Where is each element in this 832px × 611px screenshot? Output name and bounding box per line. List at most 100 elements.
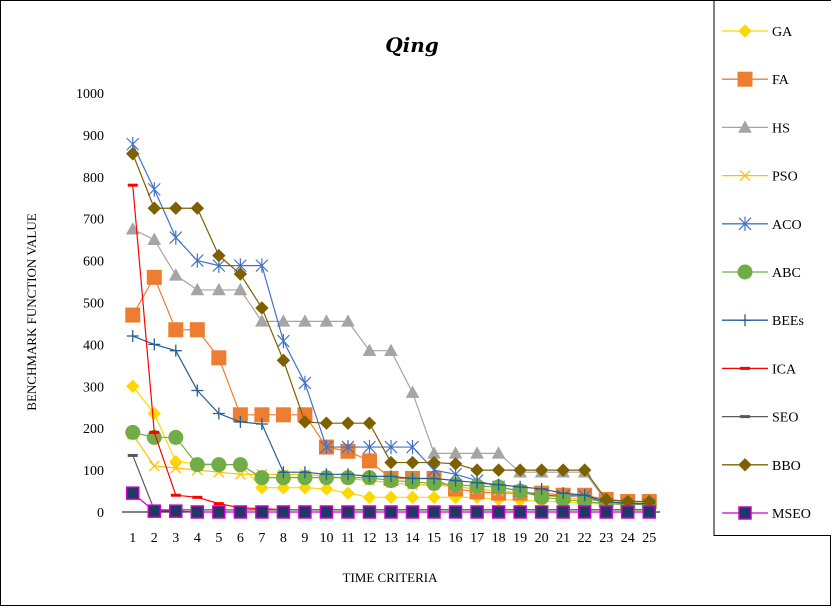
data-point xyxy=(341,314,355,327)
x-tick-label: 10 xyxy=(319,531,333,546)
data-point xyxy=(470,446,484,459)
data-point xyxy=(513,463,527,477)
data-point xyxy=(341,486,355,500)
data-point xyxy=(427,455,441,470)
data-point xyxy=(146,269,162,285)
y-tick-label: 0 xyxy=(97,506,104,521)
x-tick-label: 20 xyxy=(535,531,549,546)
data-point xyxy=(233,505,248,519)
data-point xyxy=(169,230,183,245)
series-mseo xyxy=(126,486,656,519)
y-tick-label: 100 xyxy=(83,464,104,479)
data-point xyxy=(277,466,290,479)
data-point xyxy=(514,480,527,493)
x-tick-label: 11 xyxy=(341,531,354,546)
legend-item-hs: HS xyxy=(722,120,790,136)
data-point xyxy=(491,505,506,519)
x-tick-label: 1 xyxy=(129,531,136,546)
legend-label: ABC xyxy=(772,266,801,281)
data-point xyxy=(255,301,269,315)
data-point xyxy=(211,350,227,366)
legend-label: SEO xyxy=(772,411,798,426)
data-point xyxy=(384,343,398,356)
data-point xyxy=(190,201,205,215)
x-tick-label: 22 xyxy=(578,531,592,546)
data-point xyxy=(275,407,291,423)
data-point xyxy=(738,216,752,231)
data-point xyxy=(147,182,161,197)
legend-label: ICA xyxy=(772,362,797,377)
data-point xyxy=(739,170,751,182)
series-bbo xyxy=(126,147,656,509)
data-point xyxy=(189,322,205,338)
legend-item-fa: FA xyxy=(722,71,790,88)
data-point xyxy=(232,457,248,473)
data-point xyxy=(319,482,334,496)
data-point xyxy=(427,490,441,505)
y-tick-label: 1000 xyxy=(76,87,104,102)
data-point xyxy=(212,505,226,519)
data-point xyxy=(298,480,312,495)
data-point xyxy=(211,282,226,296)
y-axis-title: BENCHMARK FUNCTION VALUE xyxy=(24,213,39,410)
data-point xyxy=(149,430,160,434)
legend-label: FA xyxy=(772,73,790,88)
data-point xyxy=(148,338,161,351)
data-point xyxy=(276,333,290,349)
data-point xyxy=(190,282,205,296)
data-point xyxy=(491,463,506,477)
x-tick-label: 6 xyxy=(237,531,244,546)
data-point xyxy=(513,505,527,519)
data-point xyxy=(148,460,160,472)
data-point xyxy=(255,418,268,431)
data-point xyxy=(740,366,750,370)
data-point xyxy=(620,505,635,519)
data-point xyxy=(147,504,162,518)
y-tick-label: 700 xyxy=(83,213,104,228)
data-point xyxy=(127,453,138,457)
data-point xyxy=(319,314,334,327)
data-point xyxy=(233,267,248,281)
data-point xyxy=(384,505,398,519)
data-point xyxy=(191,384,204,397)
data-point xyxy=(255,258,269,273)
data-point xyxy=(276,353,291,368)
data-point xyxy=(448,457,463,471)
data-point xyxy=(192,495,203,499)
data-point xyxy=(405,455,420,470)
data-point xyxy=(491,446,506,459)
x-tick-label: 24 xyxy=(621,531,635,546)
data-point xyxy=(406,439,419,455)
data-point xyxy=(341,505,355,519)
legend-item-ga: GA xyxy=(722,24,793,40)
data-point xyxy=(577,505,592,519)
data-point xyxy=(384,490,398,505)
data-point xyxy=(276,314,291,327)
x-tick-label: 7 xyxy=(258,531,265,546)
data-point xyxy=(341,416,355,430)
data-point xyxy=(255,314,269,327)
y-tick-label: 600 xyxy=(83,255,104,270)
data-point xyxy=(738,24,752,38)
data-point xyxy=(492,478,505,491)
data-point xyxy=(125,424,141,440)
data-point xyxy=(362,416,377,430)
data-point xyxy=(448,505,463,519)
x-tick-label: 13 xyxy=(384,531,398,546)
y-tick-label: 300 xyxy=(83,380,104,395)
x-tick-label: 15 xyxy=(427,531,441,546)
x-axis-title: TIME CRITERIA xyxy=(343,570,439,585)
data-point xyxy=(127,183,138,187)
series-layer xyxy=(125,136,657,519)
x-tick-label: 25 xyxy=(642,531,656,546)
data-point xyxy=(126,486,140,500)
legend-box xyxy=(713,0,832,536)
data-point xyxy=(126,330,139,343)
legend-label: BBO xyxy=(772,459,801,474)
legend-item-aco: ACO xyxy=(722,216,802,233)
x-tick-label: 17 xyxy=(470,531,484,546)
legend: GA FA HS PSO ACO ABC BEEs ICA SEO BBO MSEO xyxy=(722,24,811,522)
data-point xyxy=(363,439,376,455)
data-point xyxy=(738,458,752,472)
